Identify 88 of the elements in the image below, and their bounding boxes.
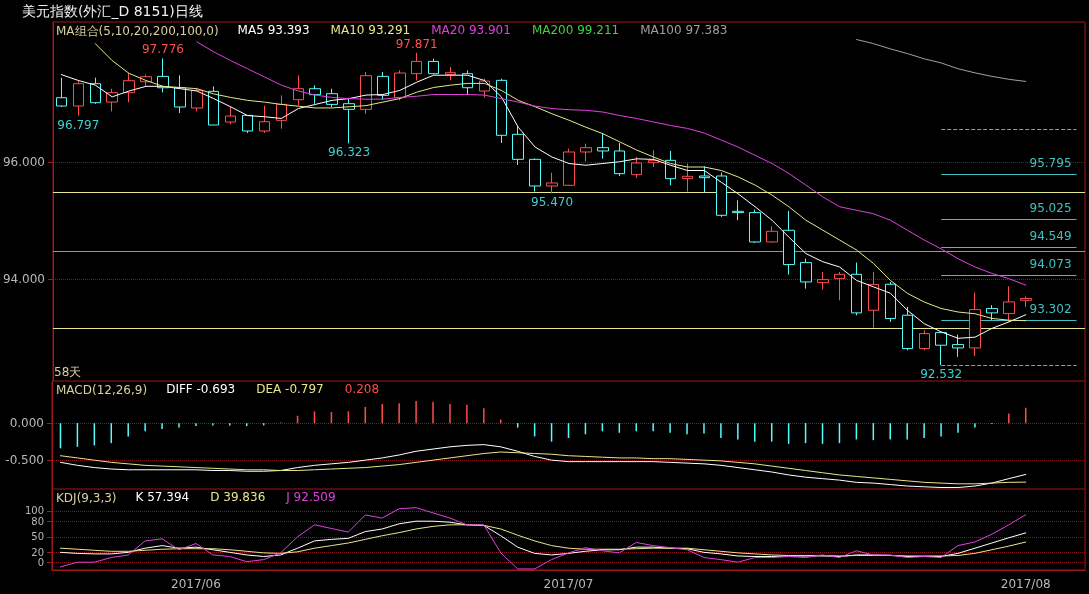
candlestick bbox=[512, 125, 524, 166]
candlestick bbox=[919, 329, 930, 351]
annotation: 92.532 bbox=[920, 367, 963, 382]
y-tick-label: 0.000 bbox=[9, 416, 44, 431]
annotation: 95.470 bbox=[531, 195, 574, 210]
candlestick bbox=[868, 271, 879, 329]
candlestick bbox=[242, 114, 253, 134]
y-tick-label: 0 bbox=[37, 557, 44, 569]
annotation: MA组合(5,10,20,200,100,0) bbox=[56, 24, 219, 38]
candlestick bbox=[580, 143, 592, 162]
x-tick-label: 2017/08 bbox=[1000, 577, 1051, 591]
candlestick bbox=[174, 74, 186, 114]
candlestick bbox=[56, 77, 67, 108]
candlestick bbox=[885, 281, 896, 323]
candlestick bbox=[902, 306, 913, 351]
candlestick bbox=[90, 77, 101, 105]
y-tick-label: 100 bbox=[24, 505, 44, 517]
candlestick bbox=[986, 304, 998, 321]
candlestick bbox=[73, 79, 84, 117]
ref-line-label: 94.549 bbox=[1029, 229, 1072, 244]
text: MA5 93.393 bbox=[237, 23, 310, 37]
candlestick bbox=[749, 209, 761, 244]
candlestick bbox=[563, 148, 575, 187]
line-series bbox=[59, 444, 1027, 489]
candlestick bbox=[191, 87, 203, 112]
text: J 92.509 bbox=[285, 490, 336, 504]
candlestick bbox=[208, 85, 219, 126]
candlestick bbox=[952, 334, 964, 358]
ref-line-label: 93.302 bbox=[1029, 302, 1072, 317]
annotation: 96.323 bbox=[328, 145, 371, 160]
text: K 57.394 bbox=[135, 490, 190, 504]
candlestick bbox=[732, 199, 744, 221]
candlestick bbox=[614, 142, 625, 177]
candlestick bbox=[935, 331, 947, 366]
y-tick-label: 20 bbox=[31, 546, 44, 558]
series-label: 0.208 bbox=[344, 382, 380, 396]
line-series bbox=[856, 39, 1027, 82]
candlestick bbox=[225, 105, 236, 125]
candlestick bbox=[445, 66, 456, 81]
legend-label: MA200 99.211 bbox=[531, 23, 620, 37]
text: MA10 93.291 bbox=[330, 23, 411, 37]
y-tick-label: 50 bbox=[31, 531, 44, 543]
annotation: 58天 bbox=[54, 364, 82, 381]
candlestick bbox=[428, 58, 439, 75]
candlestick bbox=[716, 172, 727, 218]
candlestick bbox=[1020, 295, 1032, 308]
line-series bbox=[196, 41, 1027, 286]
candlestick bbox=[123, 72, 135, 103]
candlestick bbox=[377, 71, 389, 101]
ref-line-label: 95.025 bbox=[1029, 201, 1072, 216]
candlestick bbox=[800, 258, 812, 290]
candlestick bbox=[783, 210, 795, 276]
text: DIFF -0.693 bbox=[166, 382, 236, 396]
candlestick bbox=[496, 78, 507, 144]
candlestick bbox=[699, 165, 710, 193]
text: MA20 93.901 bbox=[431, 23, 511, 37]
y-tick-label: 96.000 bbox=[2, 155, 45, 170]
text: DEA -0.797 bbox=[256, 382, 324, 396]
annotation: 97.776 bbox=[141, 42, 184, 57]
y-tick-label: 80 bbox=[31, 515, 44, 527]
ref-line-label: 95.795 bbox=[1029, 156, 1072, 171]
annotation: KDJ(9,3,3) bbox=[56, 491, 117, 505]
ref-line-label: 94.073 bbox=[1029, 257, 1072, 271]
y-tick-label: -0.500 bbox=[5, 453, 44, 468]
candlestick bbox=[546, 172, 558, 194]
candlestick bbox=[597, 132, 609, 160]
line-series bbox=[59, 507, 1027, 570]
candlestick bbox=[682, 163, 693, 193]
candlestick bbox=[851, 262, 862, 316]
candlestick bbox=[969, 292, 981, 357]
line-series bbox=[60, 74, 1027, 339]
annotation: MACD(12,26,9) bbox=[56, 383, 148, 397]
line-series bbox=[59, 451, 1027, 485]
y-tick-label: 94.000 bbox=[2, 272, 45, 287]
candlestick bbox=[817, 271, 829, 291]
candlestick bbox=[834, 271, 845, 301]
x-tick-label: 2017/06 bbox=[171, 577, 221, 591]
candlestick bbox=[529, 157, 541, 193]
candlestick bbox=[259, 105, 270, 134]
x-tick-label: 2017/07 bbox=[543, 577, 594, 591]
annotation: 96.797 bbox=[57, 117, 100, 132]
chart-title: 美元指数(外汇_D 8151)日线 bbox=[22, 3, 203, 21]
text: MA100 97.383 bbox=[640, 23, 728, 37]
annotation: 97.871 bbox=[395, 36, 438, 51]
candlestick bbox=[411, 52, 422, 81]
text: D 39.836 bbox=[210, 490, 266, 504]
candlestick bbox=[766, 225, 778, 244]
candlestick bbox=[631, 156, 642, 179]
